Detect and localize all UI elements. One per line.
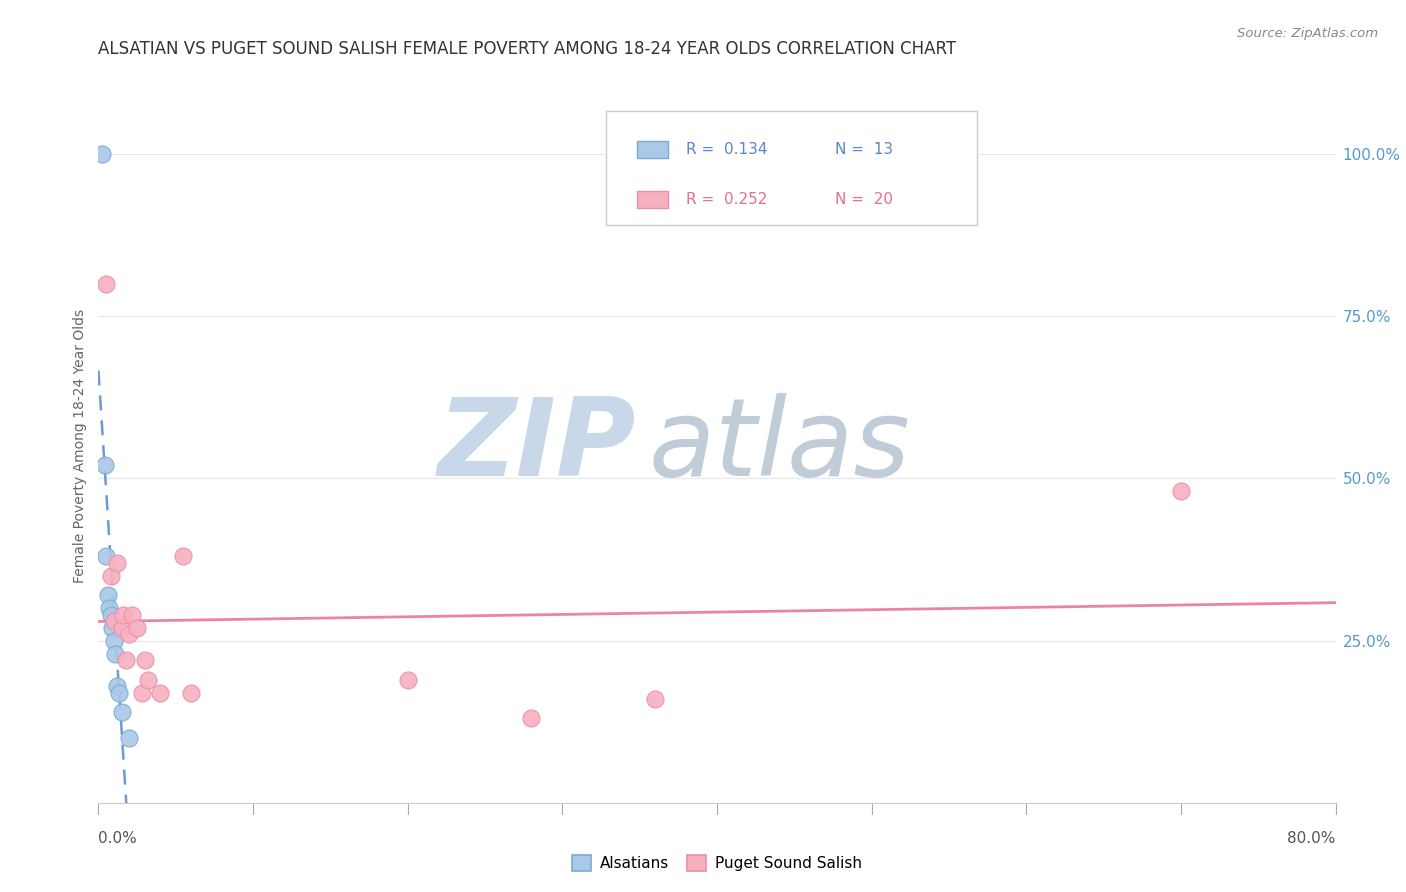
Bar xyxy=(637,141,668,159)
Point xyxy=(118,731,141,745)
Text: N =  20: N = 20 xyxy=(835,193,893,207)
Legend: Alsatians, Puget Sound Salish: Alsatians, Puget Sound Salish xyxy=(567,849,868,877)
Y-axis label: Female Poverty Among 18-24 Year Olds: Female Poverty Among 18-24 Year Olds xyxy=(73,309,87,583)
Point xyxy=(112,607,135,622)
Point xyxy=(127,621,149,635)
Text: R =  0.134: R = 0.134 xyxy=(686,143,768,157)
Point xyxy=(93,458,115,473)
Point xyxy=(136,673,159,687)
Bar xyxy=(637,191,668,209)
Point xyxy=(118,627,141,641)
Point xyxy=(396,673,419,687)
Point xyxy=(115,653,138,667)
Point xyxy=(134,653,156,667)
Point xyxy=(520,711,543,725)
Point xyxy=(107,685,129,699)
Point xyxy=(96,277,118,291)
Point xyxy=(104,647,127,661)
Text: 80.0%: 80.0% xyxy=(1288,831,1336,847)
Point xyxy=(101,621,124,635)
Point xyxy=(100,607,122,622)
Point xyxy=(103,614,125,628)
Point xyxy=(173,549,195,564)
Text: R =  0.252: R = 0.252 xyxy=(686,193,768,207)
Point xyxy=(98,601,121,615)
Text: Source: ZipAtlas.com: Source: ZipAtlas.com xyxy=(1237,27,1378,40)
Point xyxy=(149,685,172,699)
Point xyxy=(644,692,666,706)
Text: N =  13: N = 13 xyxy=(835,143,893,157)
Point xyxy=(97,588,120,602)
Point xyxy=(96,549,118,564)
Text: ALSATIAN VS PUGET SOUND SALISH FEMALE POVERTY AMONG 18-24 YEAR OLDS CORRELATION : ALSATIAN VS PUGET SOUND SALISH FEMALE PO… xyxy=(98,40,956,58)
Point xyxy=(100,568,122,582)
Point xyxy=(105,556,128,570)
FancyBboxPatch shape xyxy=(606,111,977,225)
Point xyxy=(121,607,143,622)
Point xyxy=(111,621,134,635)
Text: ZIP: ZIP xyxy=(439,393,637,499)
Text: 0.0%: 0.0% xyxy=(98,831,138,847)
Point xyxy=(131,685,153,699)
Point xyxy=(90,147,112,161)
Point xyxy=(180,685,202,699)
Text: atlas: atlas xyxy=(650,393,911,499)
Point xyxy=(111,705,134,719)
Point xyxy=(1170,484,1192,499)
Point xyxy=(105,679,128,693)
Point xyxy=(103,633,125,648)
